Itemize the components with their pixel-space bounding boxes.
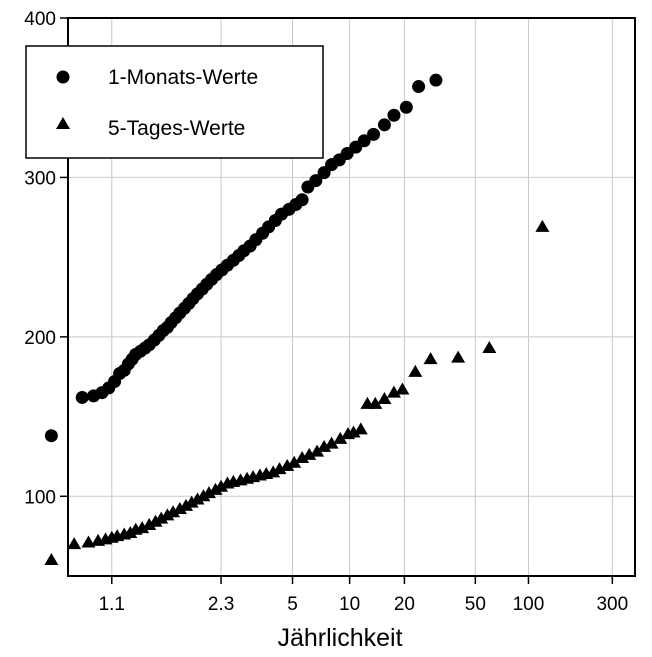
data-point-5-tages (214, 479, 229, 492)
data-point-5-tages (160, 508, 175, 521)
data-point-5-tages (295, 451, 310, 464)
data-point-5-tages (353, 422, 368, 435)
x-tick-label: 20 (394, 594, 415, 615)
data-point-1-monats (44, 429, 58, 443)
data-point-1-monats (429, 73, 443, 87)
data-point-5-tages (377, 392, 392, 405)
x-tick-label: 2.3 (208, 594, 234, 615)
x-axis-title: Jährlichkeit (277, 624, 402, 652)
data-points (44, 73, 550, 566)
data-point-1-monats (357, 134, 371, 148)
data-point-5-tages (190, 492, 205, 505)
data-point-5-tages (317, 439, 332, 452)
y-tick-label: 300 (24, 168, 56, 189)
data-point-5-tages (196, 489, 211, 502)
x-tick-label: 1.1 (99, 594, 125, 615)
data-point-5-tages (302, 447, 317, 460)
data-point-5-tages (172, 502, 187, 515)
legend-marker-circle (56, 70, 70, 84)
y-tick-label: 200 (24, 328, 56, 349)
data-point-1-monats (399, 100, 413, 114)
y-tick-label: 400 (24, 9, 56, 30)
data-point-5-tages (310, 444, 325, 457)
legend-marker-triangle (56, 117, 70, 129)
data-point-5-tages (423, 352, 438, 365)
data-point-1-monats (295, 193, 309, 207)
data-point-5-tages (135, 521, 150, 534)
data-point-5-tages (451, 350, 466, 363)
data-point-5-tages (386, 385, 401, 398)
data-point-5-tages (201, 486, 216, 499)
x-tick-label: 50 (465, 594, 486, 615)
data-point-5-tages (142, 517, 157, 530)
x-tick-label: 100 (513, 594, 545, 615)
data-point-5-tages (272, 462, 287, 475)
data-point-5-tages (368, 396, 383, 409)
data-point-5-tages (166, 505, 181, 518)
x-tick-label: 300 (596, 594, 628, 615)
data-point-5-tages (535, 219, 550, 232)
data-point-5-tages (148, 514, 163, 527)
data-point-5-tages (280, 458, 295, 471)
data-point-5-tages (324, 436, 339, 449)
y-tick-label: 100 (24, 487, 56, 508)
legend: 1-Monats-Werte 5-Tages-Werte (25, 45, 324, 159)
data-point-5-tages (154, 511, 169, 524)
data-point-5-tages (346, 425, 361, 438)
data-point-5-tages (67, 537, 82, 550)
data-point-1-monats (75, 390, 89, 404)
x-tick-label: 5 (287, 594, 298, 615)
data-point-5-tages (333, 431, 348, 444)
data-point-1-monats (387, 108, 401, 122)
legend-label-5-tages: 5-Tages-Werte (108, 117, 245, 140)
data-point-1-monats (309, 174, 323, 188)
legend-label-1-monats: 1-Monats-Werte (108, 66, 258, 89)
data-point-1-monats (367, 127, 381, 141)
data-point-5-tages (408, 364, 423, 377)
plot-frame (67, 17, 636, 577)
data-point-5-tages (266, 465, 281, 478)
data-point-1-monats (412, 80, 426, 94)
data-point-5-tages (178, 498, 193, 511)
data-point-1-monats (377, 118, 391, 132)
x-tick-label: 10 (339, 594, 360, 615)
axis-ticks: 1.1 2.3 5 10 20 50 100 300 100 200 300 400 (24, 9, 628, 615)
data-point-5-tages (395, 382, 410, 395)
data-point-5-tages (184, 495, 199, 508)
data-point-5-tages (287, 455, 302, 468)
legend-box (25, 45, 324, 159)
data-point-5-tages (208, 482, 223, 495)
data-point-5-tages (123, 525, 138, 538)
data-point-5-tages (44, 553, 59, 566)
data-point-5-tages (482, 341, 497, 354)
